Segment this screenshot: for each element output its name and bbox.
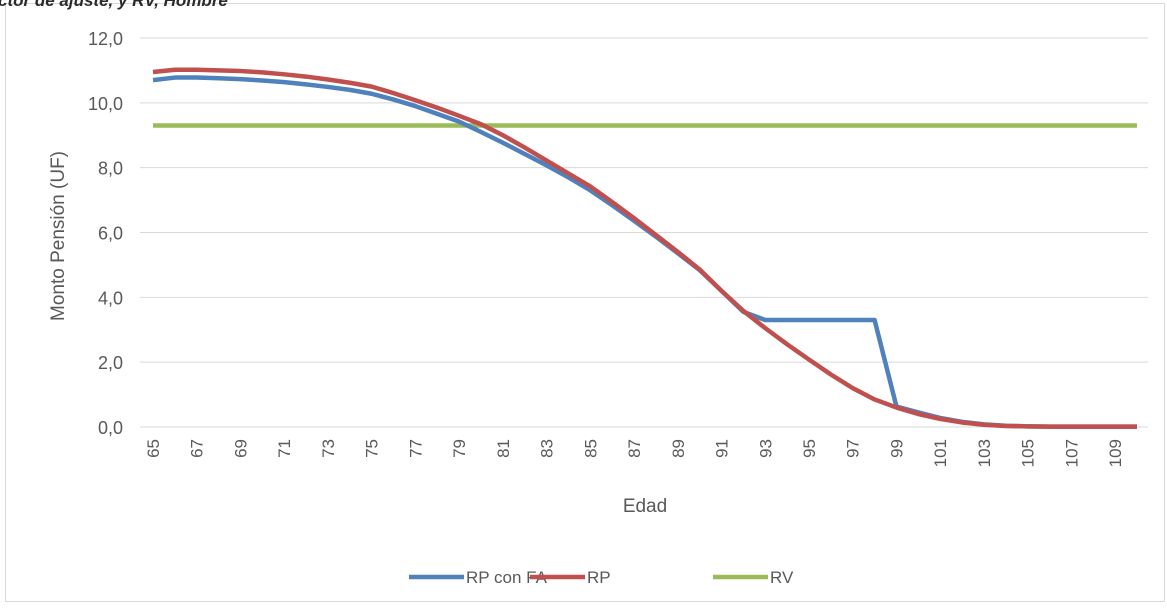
x-tick-label: 101 bbox=[931, 439, 950, 467]
legend-item: RP bbox=[530, 568, 611, 587]
x-tick-label: 87 bbox=[625, 439, 644, 458]
x-axis-title: Edad bbox=[623, 496, 667, 517]
x-tick-label: 109 bbox=[1106, 439, 1125, 467]
header-partial-text: ctor de ajuste, y RV, Hombre bbox=[0, 0, 228, 10]
x-tick-label: 97 bbox=[844, 439, 863, 458]
x-tick-label: 91 bbox=[713, 439, 732, 458]
legend: RP con FA RP RV bbox=[409, 568, 794, 587]
y-axis-title: Monto Pensión (UF) bbox=[48, 151, 69, 321]
x-tick-label: 69 bbox=[231, 439, 250, 458]
x-tick-label: 83 bbox=[538, 439, 557, 458]
x-tick-label: 65 bbox=[144, 439, 163, 458]
legend-item: RV bbox=[713, 568, 794, 587]
series-lines bbox=[152, 67, 1137, 429]
x-tick-label: 67 bbox=[188, 439, 207, 458]
gridlines bbox=[140, 37, 1148, 428]
x-tick-label: 105 bbox=[1019, 439, 1038, 467]
x-tick-label: 75 bbox=[363, 439, 382, 458]
legend-label: RP con FA bbox=[466, 568, 548, 587]
x-axis-ticks: 65 67 69 71 73 75 77 79 81 83 85 87 89 91 93 95 97 99 101 1… bbox=[144, 439, 1125, 467]
x-tick-label: 81 bbox=[494, 439, 513, 458]
y-tick-label: 12,0 bbox=[88, 29, 123, 49]
x-tick-label: 103 bbox=[975, 439, 994, 467]
y-tick-label: 4,0 bbox=[98, 288, 123, 308]
x-tick-label: 93 bbox=[756, 439, 775, 458]
y-tick-label: 10,0 bbox=[88, 94, 123, 114]
chart-border bbox=[5, 3, 1165, 602]
y-tick-label: 8,0 bbox=[98, 159, 123, 179]
x-tick-label: 89 bbox=[669, 439, 688, 458]
y-tick-label: 6,0 bbox=[98, 224, 123, 244]
x-tick-label: 79 bbox=[450, 439, 469, 458]
x-tick-label: 95 bbox=[800, 439, 819, 458]
legend-item: RP con FA bbox=[409, 568, 548, 587]
series-line-rp bbox=[152, 67, 1137, 429]
x-tick-label: 99 bbox=[887, 439, 906, 458]
x-tick-label: 71 bbox=[275, 439, 294, 458]
y-tick-label: 2,0 bbox=[98, 353, 123, 373]
y-tick-label: 0,0 bbox=[98, 418, 123, 438]
x-tick-label: 77 bbox=[406, 439, 425, 458]
legend-label: RV bbox=[770, 568, 794, 587]
x-tick-label: 85 bbox=[581, 439, 600, 458]
legend-label: RP bbox=[587, 568, 611, 587]
x-tick-label: 107 bbox=[1062, 439, 1081, 467]
y-axis-ticks: 0,0 2,0 4,0 6,0 8,0 10,0 12,0 bbox=[88, 29, 123, 438]
x-tick-label: 73 bbox=[319, 439, 338, 458]
